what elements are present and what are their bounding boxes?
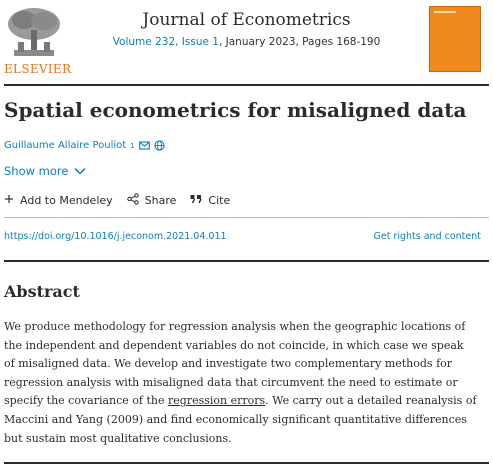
abstract-line: of misaligned data. We develop and inves… xyxy=(4,357,453,371)
rights-and-content-link[interactable]: Get rights and content xyxy=(373,231,481,242)
globe-icon[interactable] xyxy=(154,140,165,151)
share-icon xyxy=(126,193,139,208)
abstract-line: specify the covariance of the regression… xyxy=(4,392,487,411)
show-more-button[interactable]: Show more xyxy=(4,164,87,178)
journal-meta: Volume 232, Issue 1, January 2023, Pages… xyxy=(0,36,493,48)
abstract-line: the independent and dependent variables … xyxy=(4,338,464,352)
elsevier-logo[interactable]: ELSEVIER xyxy=(4,6,71,76)
email-icon[interactable] xyxy=(138,140,150,151)
show-more-label: Show more xyxy=(4,164,69,178)
author-name-link[interactable]: Guillaume Allaire Pouliot xyxy=(4,140,127,151)
article-title: Spatial econometrics for misaligned data xyxy=(4,98,467,122)
chevron-down-icon xyxy=(74,164,87,178)
article-actions: Add to Mendeley Share Cite xyxy=(4,193,230,208)
abstract-heading: Abstract xyxy=(4,282,80,301)
header-divider xyxy=(4,84,489,86)
add-to-mendeley-button[interactable]: Add to Mendeley xyxy=(4,194,113,207)
issue-date-pages: , January 2023, Pages 168-190 xyxy=(218,36,381,48)
abstract-line: but sustain most qualitative conclusions… xyxy=(4,431,232,445)
publisher-wordmark: ELSEVIER xyxy=(4,62,72,76)
cite-label: Cite xyxy=(208,194,231,207)
abstract-line: We produce methodology for regression an… xyxy=(4,320,466,333)
abstract-line: Maccini and Yang (2009) and find economi… xyxy=(4,412,467,426)
abstract-text: We produce methodology for regression an… xyxy=(4,318,487,448)
plus-icon xyxy=(4,194,14,207)
abstract-line-text: specify the covariance of the xyxy=(4,394,169,408)
bottom-divider xyxy=(4,462,489,464)
share-button[interactable]: Share xyxy=(126,193,177,208)
journal-cover-thumbnail[interactable] xyxy=(429,6,481,72)
author-line: Guillaume Allaire Pouliot 1 xyxy=(4,140,165,151)
actions-divider xyxy=(4,217,489,218)
journal-title-link[interactable]: Journal of Econometrics xyxy=(142,10,351,30)
doi-link[interactable]: https://doi.org/10.1016/j.jeconom.2021.0… xyxy=(4,231,227,242)
quote-icon xyxy=(190,194,203,207)
abstract-line-text: . We carry out a detailed reanalysis of xyxy=(265,394,477,408)
add-to-mendeley-label: Add to Mendeley xyxy=(20,194,113,207)
regression-errors-link[interactable]: regression errors xyxy=(168,394,266,408)
cite-button[interactable]: Cite xyxy=(190,194,230,207)
journal-header: ELSEVIER Journal of Econometrics Volume … xyxy=(0,0,493,82)
cover-decoration xyxy=(434,11,456,13)
author-affiliation-sup[interactable]: 1 xyxy=(130,141,135,150)
abstract-line: regression analysis with misaligned data… xyxy=(4,375,458,389)
elsevier-tree-icon xyxy=(4,6,64,60)
share-label: Share xyxy=(144,194,177,207)
abstract-divider xyxy=(4,260,489,262)
volume-issue-link[interactable]: Volume 232, Issue 1 xyxy=(112,36,219,48)
